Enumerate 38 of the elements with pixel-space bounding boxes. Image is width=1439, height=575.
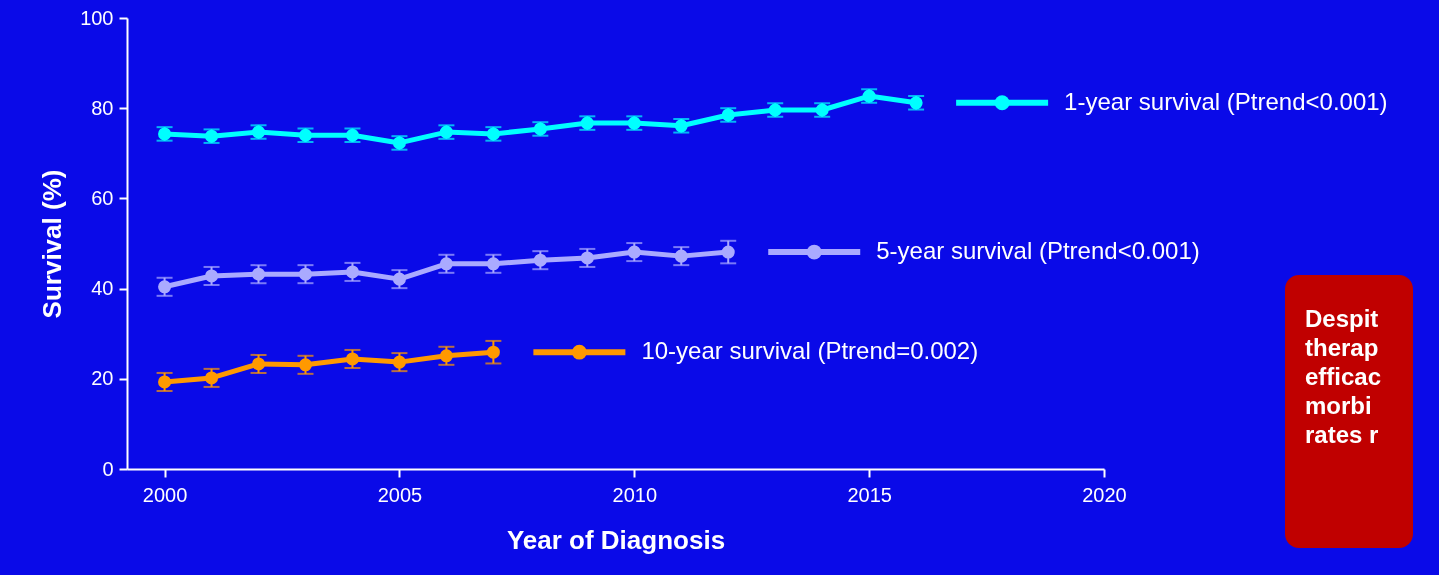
point: [721, 245, 735, 259]
point: [392, 355, 406, 369]
x-tick-label: 2010: [612, 483, 658, 506]
y-tick-label: 60: [91, 186, 114, 209]
point: [205, 269, 219, 283]
point: [674, 249, 688, 263]
x-tick-label: 2015: [847, 483, 892, 506]
legend-label: 5-year survival (Ptrend<0.001): [876, 237, 1200, 265]
x-tick-label: 2020: [1082, 483, 1127, 506]
point: [533, 253, 547, 267]
point: [205, 371, 219, 385]
y-tick-label: 20: [91, 367, 114, 390]
y-tick-label: 80: [91, 96, 114, 119]
y-tick-label: 0: [102, 457, 114, 480]
legend-label: 1-year survival (Ptrend<0.001): [1064, 87, 1388, 115]
x-tick-label: 2005: [377, 483, 423, 506]
text: Despit therap efficac morbi rates r: [1305, 305, 1382, 448]
point: [486, 345, 500, 359]
x-tick-label: 2000: [142, 483, 188, 506]
point: [158, 280, 172, 294]
point: [486, 257, 500, 271]
point: [392, 272, 406, 286]
point: [580, 251, 594, 265]
point: [345, 352, 359, 366]
y-tick-label: 40: [91, 277, 114, 300]
point: [252, 267, 266, 281]
x-axis-title: Year of Diagnosis: [506, 524, 726, 555]
point: [298, 267, 313, 281]
point: [439, 349, 453, 363]
point: [252, 357, 266, 371]
point: [158, 375, 172, 389]
point: [345, 265, 359, 279]
y-tick-label: 100: [80, 6, 114, 29]
y-axis-title: Survival (%): [37, 169, 68, 319]
point: [298, 358, 313, 372]
point: [627, 245, 641, 259]
point: [439, 257, 453, 271]
legend-label: 10-year survival (Ptrend=0.002): [641, 337, 979, 365]
